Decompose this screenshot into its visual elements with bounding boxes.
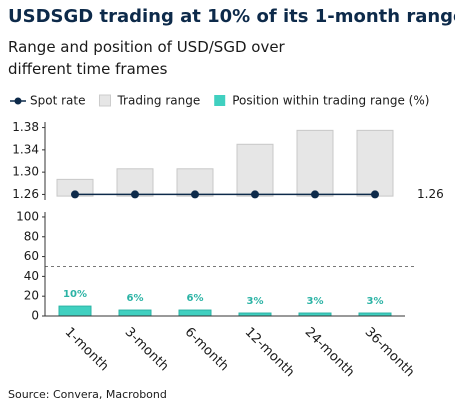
source-note: Source: Convera, Macrobond <box>8 388 167 401</box>
value-label: 10% <box>63 289 87 300</box>
x-tick-label: 36-month <box>362 325 417 380</box>
spot-marker <box>371 190 379 199</box>
y-tick-label: 1.30 <box>12 165 39 179</box>
y-tick-label: 1.26 <box>12 187 39 201</box>
legend-label: Position within trading range (%) <box>232 94 429 108</box>
y-tick-label: 80 <box>24 229 39 243</box>
spot-marker <box>131 190 139 199</box>
value-label: 3% <box>307 296 324 307</box>
y-tick-label: 100 <box>16 209 39 223</box>
x-tick-label: 24-month <box>302 325 357 380</box>
x-tick-label: 12-month <box>242 325 297 380</box>
x-tick-label: 3-month <box>122 325 172 375</box>
spot-marker <box>191 190 199 199</box>
y-tick-label: 40 <box>24 269 39 283</box>
spot-marker <box>71 190 79 199</box>
legend-label: Trading range <box>116 94 200 108</box>
y-tick-label: 0 <box>31 309 39 323</box>
legend-swatch <box>214 95 226 106</box>
bar <box>118 309 152 317</box>
y-tick-label: 60 <box>24 249 39 263</box>
value-label: 3% <box>247 296 264 307</box>
value-label: 6% <box>127 293 144 304</box>
x-tick-label: 6-month <box>182 325 232 375</box>
legend-swatch <box>98 94 111 107</box>
chart-subtitle: Range and position of USD/SGD over diffe… <box>8 38 285 78</box>
end-label: 1.26 <box>417 187 444 201</box>
x-tick-label: 1-month <box>62 325 112 375</box>
chart-title: USDSGD trading at 10% of its 1-month ran… <box>8 6 455 27</box>
legend-label: Spot rate <box>30 94 85 108</box>
spot-marker <box>311 190 319 199</box>
legend-marker <box>14 97 22 105</box>
spot-marker <box>251 190 259 199</box>
y-tick-label: 20 <box>24 289 39 303</box>
y-tick-label: 1.38 <box>12 120 39 134</box>
value-label: 3% <box>367 296 384 307</box>
value-label: 6% <box>187 293 204 304</box>
y-tick-label: 1.34 <box>12 142 39 156</box>
bar <box>178 309 212 317</box>
range-bar <box>236 143 274 197</box>
bar <box>58 305 92 317</box>
chart: Spot rate Trading range Position within tr… <box>10 94 444 380</box>
range-bar <box>356 129 394 197</box>
range-bar <box>296 129 334 197</box>
